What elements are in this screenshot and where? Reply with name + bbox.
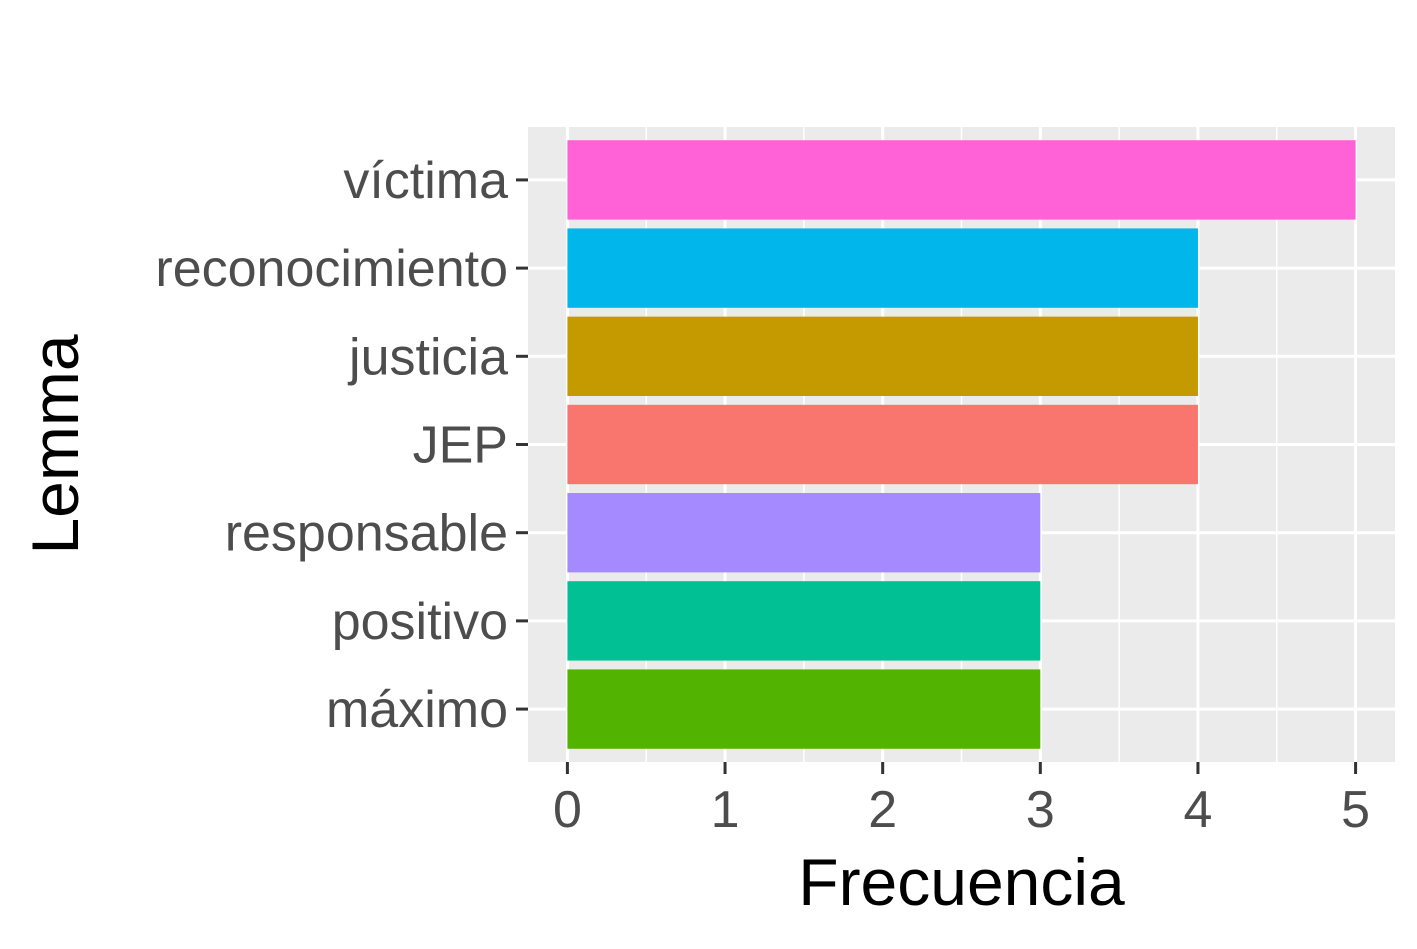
bar-máximo — [567, 669, 1041, 749]
bar-JEP — [567, 404, 1198, 485]
x-tick-label: 0 — [553, 781, 582, 839]
bar-reconocimiento — [567, 228, 1198, 308]
y-axis-title: Lemma — [18, 334, 92, 554]
x-axis: 0 1 2 3 4 5 — [553, 762, 1370, 839]
bar-víctima — [567, 140, 1356, 220]
y-tick-label: reconocimiento — [155, 240, 508, 298]
bar-responsable — [567, 493, 1041, 573]
bar-positivo — [567, 581, 1041, 661]
x-tick-label: 3 — [1026, 781, 1055, 839]
y-tick-label: víctima — [343, 152, 508, 210]
y-tick-label: responsable — [225, 505, 508, 563]
y-tick-label: justicia — [347, 328, 508, 386]
x-tick-label: 1 — [711, 781, 740, 839]
y-tick-label: JEP — [413, 417, 508, 475]
y-axis: víctima reconocimiento justicia JEP responsa… — [155, 152, 528, 739]
x-axis-title: Frecuencia — [798, 845, 1125, 919]
x-tick-label: 2 — [868, 781, 897, 839]
bar-justicia — [567, 316, 1198, 396]
y-tick-label: positivo — [332, 593, 508, 651]
x-tick-label: 4 — [1183, 781, 1212, 839]
y-tick-label: máximo — [326, 681, 508, 739]
bars — [567, 140, 1356, 749]
x-tick-label: 5 — [1341, 781, 1370, 839]
